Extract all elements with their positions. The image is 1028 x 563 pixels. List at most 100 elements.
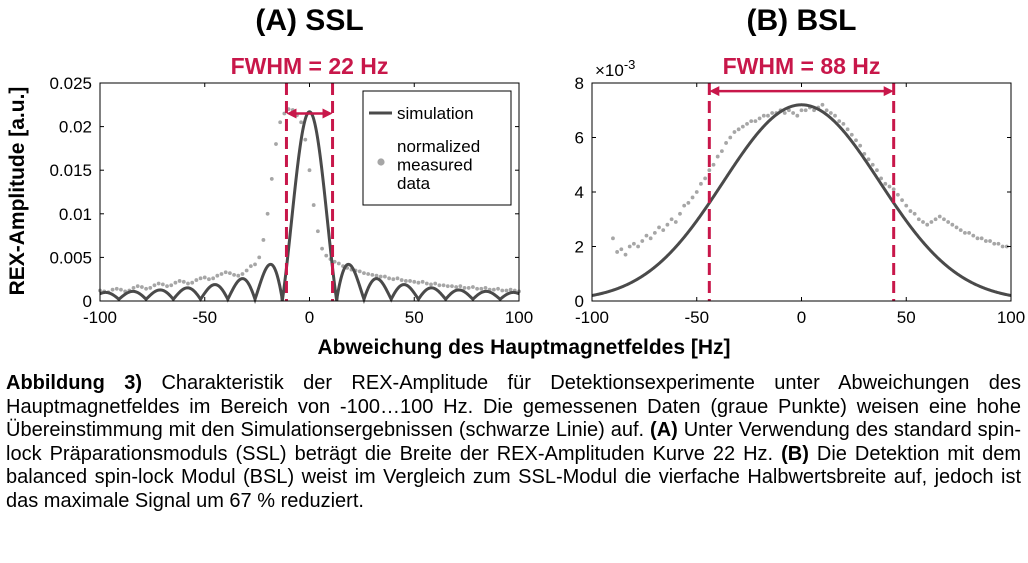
measured-point xyxy=(366,272,371,276)
x-tick-label: -50 xyxy=(684,308,709,327)
measured-point xyxy=(761,113,766,118)
measured-point xyxy=(950,222,955,227)
measured-point xyxy=(232,272,236,277)
measured-point xyxy=(500,288,505,293)
measured-point xyxy=(875,168,879,173)
measured-point xyxy=(152,283,157,288)
measured-point xyxy=(462,286,467,290)
x-axis-label: Abweichung des Hauptmagnetfeldes [Hz] xyxy=(317,336,730,359)
measured-point xyxy=(236,273,241,278)
measured-point xyxy=(958,228,963,233)
measured-point xyxy=(450,284,454,289)
legend-measured-label: normalized xyxy=(397,137,480,156)
x-tick-label: 0 xyxy=(305,308,314,327)
measured-point xyxy=(883,181,888,186)
measured-point xyxy=(144,286,148,291)
measured-point xyxy=(996,241,1001,246)
x-tick-label: 100 xyxy=(997,308,1025,327)
measured-point xyxy=(946,220,951,224)
measured-point xyxy=(766,113,770,118)
measured-point xyxy=(925,222,930,227)
measured-point xyxy=(458,284,463,289)
measured-point xyxy=(833,113,837,118)
measured-point xyxy=(244,268,249,273)
measured-point xyxy=(694,190,699,194)
figure-caption: Abbildung 3) Charakteristik der REX-Ampl… xyxy=(6,372,1021,513)
fwhm-arrowhead-right xyxy=(883,86,894,97)
measured-point xyxy=(227,271,232,275)
y-tick-label: 0 xyxy=(83,292,92,311)
measured-point xyxy=(619,247,624,252)
measured-point xyxy=(954,225,959,230)
legend-measured-label: measured xyxy=(397,156,473,175)
measured-point xyxy=(441,283,446,288)
measured-point xyxy=(403,279,408,283)
simulation-line xyxy=(591,103,1012,298)
measured-point xyxy=(862,151,867,156)
measured-point xyxy=(169,283,174,288)
measured-point xyxy=(715,154,720,159)
measured-point xyxy=(837,119,842,124)
measured-point xyxy=(307,168,312,173)
measured-point xyxy=(207,277,211,282)
y-axis-label: REX-Amplitude [a.u.] xyxy=(6,87,29,296)
x-tick-label: -100 xyxy=(575,308,609,327)
legend-measured-swatch xyxy=(377,158,385,166)
measured-point xyxy=(433,281,438,286)
measured-point xyxy=(971,233,976,238)
measured-point xyxy=(475,286,479,291)
measured-point xyxy=(652,230,657,235)
measured-point xyxy=(627,244,632,249)
measured-point xyxy=(383,274,387,279)
measured-point xyxy=(412,279,417,284)
measured-point xyxy=(190,280,195,285)
measured-point xyxy=(724,141,728,145)
measured-point xyxy=(749,119,754,124)
caption-label: Abbildung 3) xyxy=(6,372,143,394)
y-exponent-label: ×10-3 xyxy=(595,57,635,80)
legend-measured-label: data xyxy=(397,174,431,193)
panel-title: (B) BSL xyxy=(747,4,857,37)
caption-panel-a-label: (A) xyxy=(650,419,678,441)
measured-point xyxy=(1004,244,1009,249)
measured-point xyxy=(483,286,488,290)
measured-point xyxy=(690,195,695,200)
measured-point xyxy=(420,279,425,284)
measured-point xyxy=(466,286,471,290)
measured-point xyxy=(378,274,383,279)
measured-point xyxy=(303,137,308,142)
measured-point xyxy=(824,108,829,113)
measured-point xyxy=(315,229,320,234)
measured-point xyxy=(640,239,645,243)
measured-point xyxy=(148,286,153,290)
measured-point xyxy=(849,132,854,137)
measured-point xyxy=(841,121,846,126)
measured-point xyxy=(795,113,800,118)
measured-point xyxy=(828,111,833,115)
y-tick-label: 4 xyxy=(575,183,584,202)
measured-point xyxy=(110,287,115,292)
panel-title: (A) SSL xyxy=(255,4,363,37)
measured-point xyxy=(257,255,262,260)
measured-point xyxy=(711,162,716,167)
measured-point xyxy=(992,241,997,246)
legend-simulation-label: simulation xyxy=(397,104,474,123)
measured-point xyxy=(408,279,412,283)
measured-point xyxy=(454,285,459,289)
measured-point xyxy=(803,108,808,113)
measured-point xyxy=(114,286,119,291)
measured-point xyxy=(240,272,245,276)
y-tick-label: 0.025 xyxy=(49,74,92,93)
measured-point xyxy=(887,184,892,189)
measured-point xyxy=(491,287,496,292)
fwhm-label: FWHM = 22 Hz xyxy=(231,53,389,79)
measured-point xyxy=(770,111,775,115)
measured-point xyxy=(615,250,620,254)
measured-point xyxy=(135,284,140,289)
x-tick-label: 50 xyxy=(405,308,424,327)
measured-point xyxy=(194,278,199,282)
measured-point xyxy=(648,236,653,241)
x-tick-label: -100 xyxy=(83,308,117,327)
measured-point xyxy=(278,120,283,125)
measured-point xyxy=(736,127,741,132)
